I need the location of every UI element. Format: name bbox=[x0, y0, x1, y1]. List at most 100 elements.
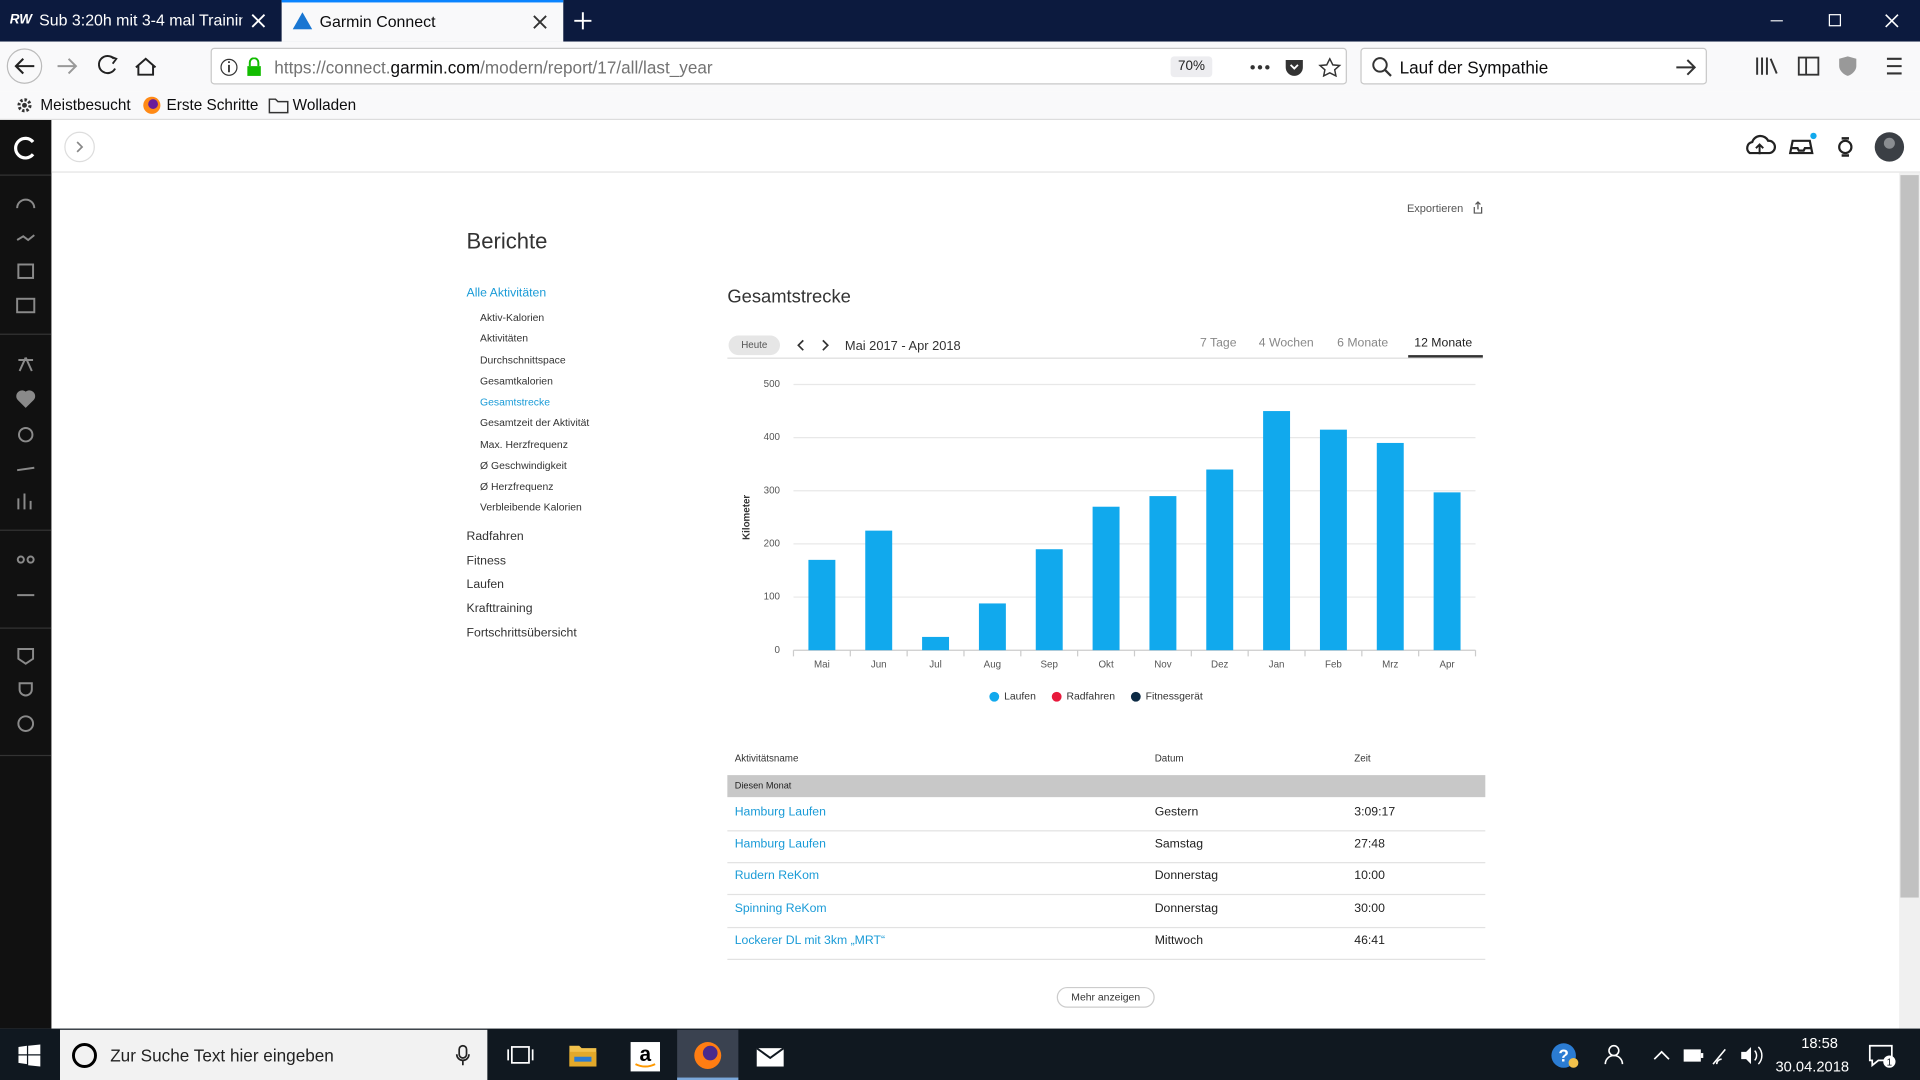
nav-category[interactable]: Radfahren bbox=[466, 530, 524, 544]
legend-label: Fitnessgerät bbox=[1146, 691, 1203, 702]
period-tab[interactable]: 6 Monate bbox=[1337, 336, 1389, 351]
activity-link[interactable]: Hamburg Laufen bbox=[734, 805, 826, 820]
period-tab[interactable]: 4 Wochen bbox=[1258, 336, 1314, 351]
y-axis-label: Kilometer bbox=[742, 495, 753, 540]
tab-close[interactable] bbox=[251, 13, 266, 28]
scrollbar[interactable] bbox=[1899, 172, 1920, 1029]
bar bbox=[1433, 492, 1461, 651]
header-icons[interactable] bbox=[1744, 130, 1911, 164]
activity-link[interactable]: Spinning ReKom bbox=[734, 901, 827, 916]
sidebar-icons[interactable] bbox=[0, 120, 52, 1029]
activity-link[interactable]: Hamburg Laufen bbox=[734, 837, 826, 852]
bookmark[interactable]: Erste Schritte bbox=[166, 96, 259, 114]
more-button[interactable]: Mehr anzeigen bbox=[1056, 986, 1155, 1008]
search-icon bbox=[1372, 57, 1392, 77]
y-tick-label: 100 bbox=[764, 592, 781, 603]
nav-item[interactable]: Max. Herzfrequenz bbox=[480, 437, 568, 450]
activity-table: Aktivitätsname Datum Zeit Diesen Monat Hambu… bbox=[727, 747, 1486, 967]
y-tick-label: 0 bbox=[775, 645, 781, 656]
chart-title: Gesamtstrecke bbox=[727, 286, 851, 308]
toolbar-icons[interactable] bbox=[1753, 54, 1912, 78]
period-tab[interactable]: 7 Tage bbox=[1200, 336, 1237, 351]
taskbar-search-text: Zur Suche Text hier eingeben bbox=[110, 1045, 334, 1066]
cortana-icon bbox=[72, 1043, 97, 1068]
nav-category[interactable]: Krafttraining bbox=[466, 602, 533, 617]
row-divider bbox=[727, 894, 1486, 896]
nav-category[interactable]: Fitness bbox=[466, 554, 507, 568]
table-cell: Donnerstag bbox=[1154, 869, 1219, 884]
legend-swatch bbox=[1051, 691, 1062, 702]
period-underline bbox=[1408, 355, 1483, 358]
bar bbox=[1376, 442, 1404, 651]
nav-item[interactable]: Gesamtkalorien bbox=[480, 374, 553, 387]
taskbar-search[interactable]: Zur Suche Text hier eingeben bbox=[60, 1029, 488, 1080]
new-tab[interactable] bbox=[573, 11, 593, 31]
taskbar-apps[interactable]: a bbox=[502, 1038, 790, 1072]
expand-button[interactable] bbox=[64, 131, 96, 163]
bar bbox=[1319, 429, 1347, 651]
bar bbox=[1035, 549, 1063, 651]
window-controls[interactable] bbox=[1763, 12, 1910, 29]
x-tick-label: Mai bbox=[814, 659, 830, 670]
x-tick-label: Nov bbox=[1154, 659, 1172, 670]
activity-link[interactable]: Lockerer DL mit 3km „MRT“ bbox=[734, 934, 886, 948]
clock-time[interactable]: 18:58 bbox=[1801, 1034, 1838, 1052]
row-divider bbox=[727, 958, 1486, 960]
svg-text:a: a bbox=[640, 1043, 652, 1066]
table-header: Aktivitätsname bbox=[734, 753, 799, 765]
nav-item[interactable]: Verbleibende Kalorien bbox=[480, 501, 582, 514]
nav-category[interactable]: Laufen bbox=[466, 578, 504, 592]
y-tick-label: 400 bbox=[764, 432, 781, 443]
activity-link[interactable]: Rudern ReKom bbox=[734, 869, 820, 884]
nav-group[interactable]: Alle Aktivitäten bbox=[466, 286, 547, 300]
nav-item[interactable]: Durchschnittspace bbox=[480, 353, 566, 366]
bar bbox=[978, 603, 1006, 651]
nav-buttons[interactable] bbox=[5, 47, 164, 86]
clock-date[interactable]: 30.04.2018 bbox=[1775, 1057, 1850, 1076]
page-heading: Berichte bbox=[466, 228, 548, 254]
today-button[interactable]: Heute bbox=[728, 335, 780, 356]
firefox-icon bbox=[143, 96, 161, 114]
bar bbox=[1263, 411, 1291, 651]
nav-item[interactable]: Ø Geschwindigkeit bbox=[480, 458, 567, 472]
table-cell: Gestern bbox=[1154, 805, 1199, 820]
nav-category[interactable]: Fortschrittsübersicht bbox=[466, 626, 577, 641]
period-tab[interactable]: 12 Monate bbox=[1414, 336, 1473, 351]
search-go[interactable] bbox=[1675, 58, 1697, 78]
bar bbox=[808, 559, 836, 651]
table-cell: 3:09:17 bbox=[1354, 805, 1396, 820]
notifications[interactable]: 1 bbox=[1867, 1042, 1896, 1069]
bookmarks-bar bbox=[0, 91, 1920, 120]
x-tick-label: Okt bbox=[1098, 659, 1113, 670]
zoom[interactable]: 70% bbox=[1170, 56, 1213, 78]
url-scheme: https://connect. bbox=[274, 57, 391, 78]
tab[interactable]: RW Sub 3:20h mit 3-4 mal Training bbox=[0, 0, 279, 42]
mic-icon[interactable] bbox=[455, 1044, 471, 1066]
tab-active[interactable]: Garmin Connect bbox=[281, 0, 564, 42]
table-header: Zeit bbox=[1354, 753, 1371, 765]
nav-item[interactable]: Aktiv-Kalorien bbox=[480, 311, 545, 324]
row-divider bbox=[727, 926, 1486, 928]
export-link[interactable]: Exportieren bbox=[1406, 202, 1464, 215]
nav-item[interactable]: Ø Herzfrequenz bbox=[480, 480, 554, 493]
tab-icon: RW bbox=[9, 12, 33, 27]
search-bar[interactable]: Lauf der Sympathie bbox=[1360, 47, 1707, 85]
bar bbox=[865, 530, 893, 651]
nav-item[interactable]: Gesamtstrecke bbox=[480, 395, 550, 408]
tray-icons[interactable]: ? bbox=[1549, 1041, 1769, 1070]
site-info[interactable] bbox=[220, 57, 264, 78]
bookmark[interactable]: Wolladen bbox=[292, 96, 357, 114]
range-arrows[interactable] bbox=[795, 338, 834, 353]
nav-item[interactable]: Gesamtzeit der Aktivität bbox=[480, 416, 590, 429]
tab-title: Garmin Connect bbox=[319, 12, 436, 31]
url: https://connect.garmin.com/modern/report… bbox=[274, 59, 712, 76]
bookmark[interactable]: Meistbesucht bbox=[40, 96, 131, 114]
tab-close[interactable] bbox=[533, 15, 548, 30]
nav-item[interactable]: Aktivitäten bbox=[480, 332, 529, 345]
scroll-thumb[interactable] bbox=[1900, 175, 1919, 898]
x-tick-label: Jun bbox=[871, 659, 887, 670]
url-bar[interactable]: https://connect.garmin.com/modern/report… bbox=[210, 47, 1347, 85]
page-actions[interactable] bbox=[1248, 57, 1346, 78]
app-header bbox=[51, 120, 1920, 173]
start-button[interactable] bbox=[18, 1044, 41, 1067]
